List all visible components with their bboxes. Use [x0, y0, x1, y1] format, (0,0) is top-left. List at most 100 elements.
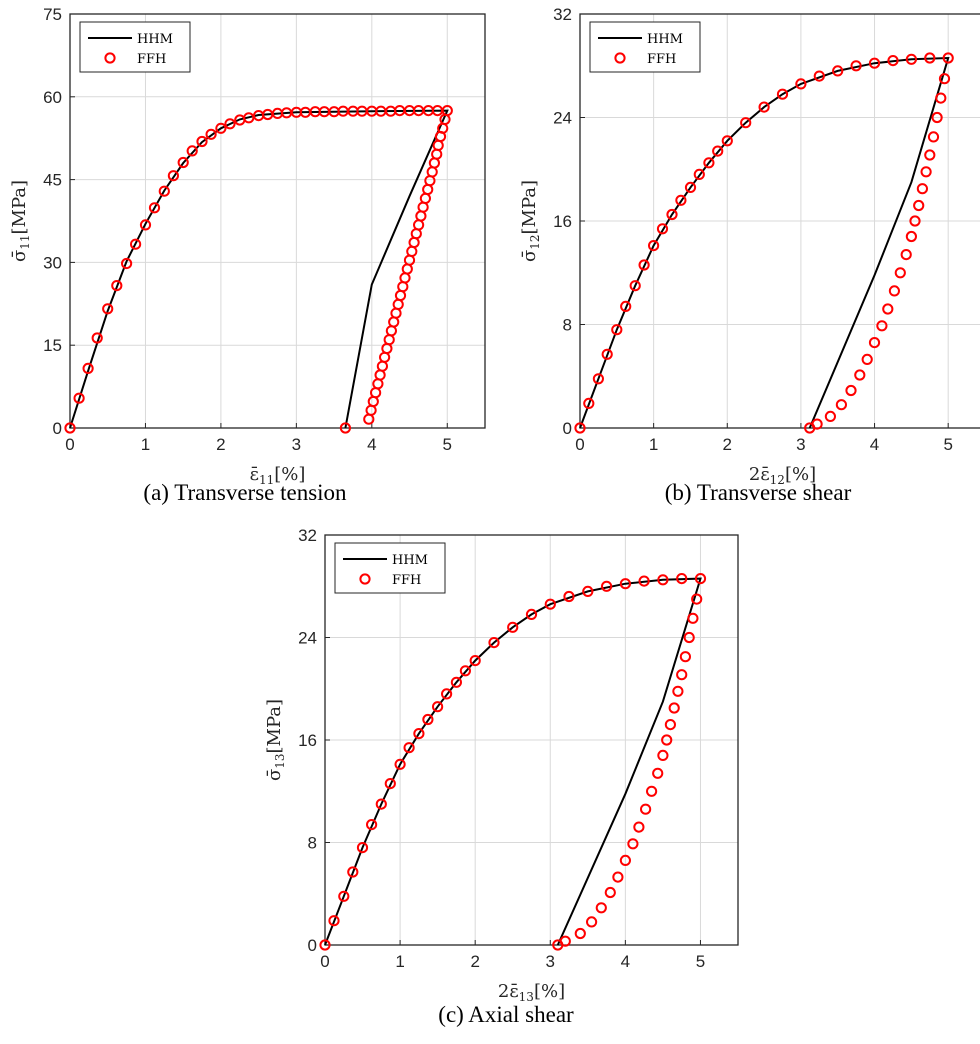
x-label-symbol: ε̄	[760, 464, 769, 485]
data-point-ffh	[507, 621, 519, 633]
data-point-ffh	[684, 181, 697, 193]
data-point-ffh	[525, 608, 538, 621]
data-point-ffh	[703, 157, 715, 169]
series-line-hhm	[579, 56, 950, 429]
data-point-ffh	[167, 170, 179, 182]
y-axis-label: σ̄13[MPa]	[264, 699, 287, 781]
data-point-ffh	[205, 128, 217, 140]
y-tick-label: 8	[308, 834, 317, 853]
data-point-ffh	[148, 202, 161, 214]
y-tick-label: 30	[43, 253, 62, 272]
data-point-ffh	[931, 111, 943, 124]
data-point-ffh	[882, 303, 894, 315]
legend-label: HHM	[137, 32, 173, 47]
data-point-ffh	[633, 821, 645, 833]
data-point-ffh	[413, 219, 425, 231]
y-label-sub: 12	[528, 234, 542, 249]
data-point-ffh	[876, 320, 888, 332]
data-point-ffh	[592, 373, 605, 385]
x-label-sub: 12	[770, 473, 785, 487]
data-point-ffh	[319, 939, 331, 951]
data-point-ffh	[894, 267, 906, 279]
x-axis-label: 2ε̄12[%]	[749, 464, 816, 487]
data-point-ffh	[406, 245, 418, 257]
legend-marker-swatch	[359, 573, 371, 585]
data-point-ffh	[740, 117, 752, 129]
data-point-ffh	[408, 236, 420, 249]
y-tick-label: 8	[563, 316, 572, 335]
chart-b: 0 1 2 3 4 5081624322ε̄12[%]σ̄12[MPa]HHMFFH(b)…	[519, 5, 980, 505]
data-point-ffh	[619, 578, 632, 590]
data-point-ffh	[441, 688, 453, 700]
data-point-ffh	[582, 585, 594, 598]
data-point-ffh	[627, 838, 639, 850]
data-point-ffh	[611, 324, 623, 336]
data-point-ffh	[424, 175, 436, 187]
x-tick-label: 1	[395, 952, 404, 971]
y-tick-label: 32	[298, 526, 317, 545]
y-axis-label: σ̄11[MPa]	[9, 180, 32, 262]
data-point-ffh	[399, 272, 411, 284]
legend-label: FFH	[647, 52, 676, 67]
data-point-ffh	[900, 249, 912, 261]
data-point-ffh	[91, 332, 103, 344]
figure-caption: (b) Transverse shear	[665, 480, 852, 505]
data-point-ffh	[243, 112, 255, 124]
data-point-ffh	[367, 395, 379, 408]
y-tick-label: 15	[43, 336, 62, 355]
data-point-ffh	[646, 785, 658, 797]
y-tick-label: 0	[563, 419, 572, 438]
data-point-ffh	[620, 300, 632, 312]
x-tick-label: 5	[696, 952, 705, 971]
data-point-ffh	[488, 637, 500, 649]
data-point-ffh	[196, 135, 208, 148]
data-point-ffh	[601, 348, 613, 360]
axes-box	[69, 13, 486, 429]
x-label-unit: [%]	[534, 981, 565, 1002]
data-point-ffh	[383, 334, 395, 346]
data-point-ffh	[469, 655, 481, 667]
data-point-ffh	[612, 871, 624, 883]
x-tick-label: 0	[575, 435, 584, 454]
y-tick-label: 32	[553, 5, 572, 24]
data-point-ffh	[385, 325, 397, 337]
legend-label: FFH	[137, 52, 166, 67]
x-label-prefix: 2	[749, 464, 760, 485]
legend-label: HHM	[392, 553, 428, 568]
data-point-ffh	[379, 351, 391, 363]
data-point-ffh	[672, 685, 684, 697]
y-label-symbol: σ̄	[519, 250, 540, 262]
data-point-ffh	[392, 298, 404, 310]
data-point-ffh	[73, 392, 85, 404]
data-point-ffh	[432, 701, 444, 713]
data-point-ffh	[661, 734, 673, 746]
legend-marker-swatch	[614, 52, 626, 64]
data-point-ffh	[394, 758, 406, 770]
x-label-unit: [%]	[274, 464, 305, 485]
series-line-hhm	[324, 577, 702, 946]
data-point-ffh	[422, 713, 434, 726]
data-point-ffh	[813, 70, 825, 82]
data-point-ffh	[619, 854, 632, 867]
data-point-ffh	[130, 238, 142, 250]
chart-a: 0 1 2 3 4 501530456075ε̄11[%]σ̄11[MPa]HHMFFH(…	[9, 5, 486, 505]
data-point-ffh	[82, 362, 94, 374]
data-point-ffh	[450, 676, 462, 688]
y-axis-label: σ̄12[MPa]	[519, 180, 542, 262]
x-tick-label: 5	[443, 435, 452, 454]
data-point-ffh	[629, 280, 641, 292]
data-point-ffh	[676, 573, 688, 585]
legend-marker-swatch	[104, 52, 116, 64]
y-label-symbol: σ̄	[9, 250, 30, 262]
data-point-ffh	[586, 916, 598, 928]
y-tick-label: 16	[553, 212, 572, 231]
y-label-symbol: σ̄	[264, 769, 285, 781]
y-label-sub: 13	[273, 753, 287, 768]
x-tick-label: 4	[621, 952, 630, 971]
y-tick-label: 16	[298, 731, 317, 750]
data-point-ffh	[601, 580, 613, 592]
x-tick-label: 1	[649, 435, 658, 454]
data-point-ffh	[909, 215, 921, 227]
data-point-ffh	[365, 404, 377, 416]
